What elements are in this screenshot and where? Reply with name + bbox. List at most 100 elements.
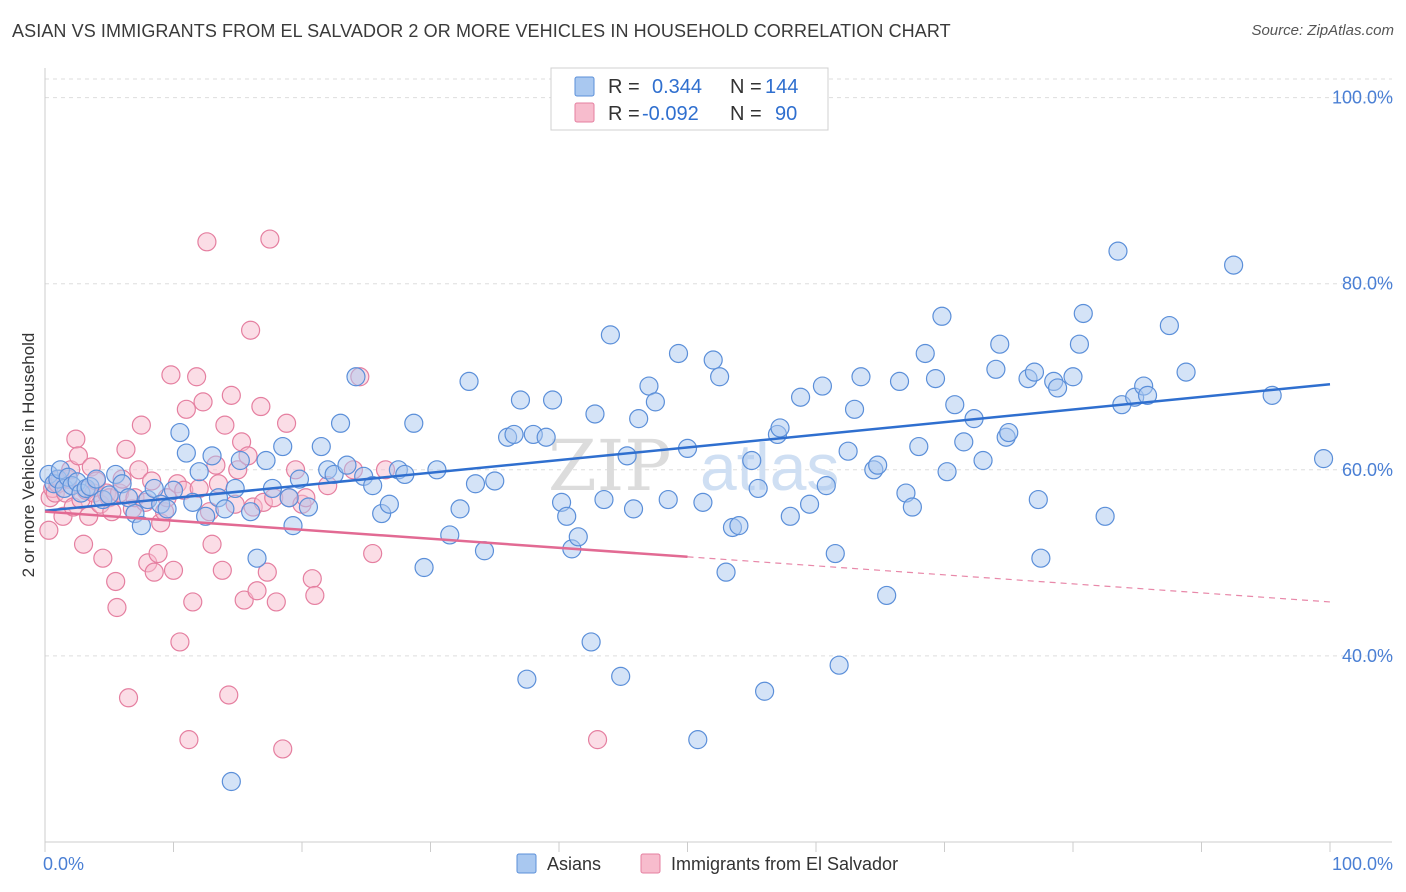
- asian-point: [465, 474, 486, 494]
- el-salvador-point: [66, 429, 86, 449]
- asian-point: [283, 516, 303, 536]
- asian-point: [1137, 385, 1158, 405]
- asian-point: [973, 450, 993, 471]
- el-salvador-point: [247, 581, 267, 601]
- asian-point: [925, 369, 946, 389]
- stats-legend: R = 0.344 N = 144 R = -0.092 N = 90: [550, 67, 829, 131]
- asian-point: [459, 371, 479, 392]
- el-salvador-point: [260, 229, 280, 249]
- asian-point: [1073, 303, 1093, 324]
- el-salvador-point: [163, 560, 184, 580]
- axis-layer: 0.0% 100.0%: [43, 68, 1393, 874]
- x-tick-label: 100.0%: [1332, 854, 1393, 874]
- asian-point: [298, 497, 319, 517]
- salv-r-label: R =: [608, 103, 640, 125]
- asian-point: [716, 562, 736, 582]
- el-salvador-point: [234, 590, 254, 610]
- el-salvador-point: [106, 571, 126, 592]
- salv-trend-line-dashed: [687, 556, 1331, 603]
- asian-point: [215, 499, 235, 519]
- bottom-legend-salv-swatch: [640, 853, 661, 874]
- asian-point: [427, 460, 447, 480]
- el-salvador-point: [39, 520, 59, 540]
- asian-point: [703, 350, 723, 370]
- asian-point: [1028, 489, 1048, 510]
- asian-point: [937, 462, 957, 482]
- asian-point: [688, 730, 708, 750]
- asian-n-value: 144: [765, 76, 798, 98]
- el-salvador-point: [251, 396, 271, 417]
- asian-point: [909, 436, 929, 457]
- el-salvador-point: [170, 632, 190, 652]
- asian-point: [629, 409, 649, 429]
- bottom-legend-salv-label: Immigrants from El Salvador: [671, 854, 898, 874]
- bottom-legend: Asians Immigrants from El Salvador: [516, 853, 898, 874]
- watermark-atlas: atlas: [700, 430, 839, 504]
- asian-point: [1159, 315, 1179, 336]
- asian-trend-line: [44, 382, 1331, 512]
- el-salvador-point: [221, 385, 241, 405]
- asian-point: [485, 471, 505, 491]
- asian-point: [1095, 506, 1115, 526]
- el-salvador-point: [183, 592, 203, 612]
- asian-point: [915, 343, 935, 364]
- asian-point: [581, 632, 601, 652]
- asian-point: [86, 469, 107, 489]
- el-salvador-point: [197, 232, 217, 252]
- asian-point: [945, 395, 965, 415]
- asian-point: [829, 655, 849, 675]
- el-salvador-point: [116, 439, 136, 459]
- asian-point: [247, 548, 267, 568]
- asian-point: [568, 527, 588, 547]
- el-salvador-point: [219, 685, 239, 705]
- asian-point: [196, 506, 216, 526]
- asian-point: [346, 367, 366, 387]
- asian-point: [557, 506, 577, 526]
- asian-point: [710, 367, 730, 387]
- asian-point: [816, 476, 836, 496]
- el-salvador-point: [161, 365, 181, 385]
- asian-point: [414, 557, 434, 578]
- el-salvador-point: [193, 392, 213, 412]
- asian-point: [330, 413, 351, 433]
- asian-point: [1031, 548, 1051, 568]
- asian-point: [1313, 449, 1334, 469]
- el-salvador-point: [273, 739, 293, 759]
- asian-point: [902, 497, 922, 517]
- asian-point: [337, 455, 357, 475]
- asian-point: [754, 681, 775, 701]
- asian-point: [504, 424, 524, 445]
- salv-n-value: 90: [775, 103, 797, 125]
- asian-point: [812, 376, 833, 396]
- asian-point: [221, 771, 241, 792]
- el-salvador-point: [129, 460, 149, 480]
- asian-point: [617, 446, 637, 466]
- asian-point: [877, 585, 897, 606]
- bottom-legend-asians-label: Asians: [547, 854, 601, 874]
- el-salvador-point: [93, 548, 113, 568]
- asian-point: [851, 367, 871, 387]
- el-salvador-point: [68, 446, 89, 466]
- asian-point: [844, 399, 865, 419]
- el-salvador-point: [118, 688, 139, 708]
- y-tick-label: 60.0%: [1342, 460, 1393, 480]
- asian-point: [594, 489, 614, 510]
- asian-r-value: 0.344: [652, 76, 702, 98]
- el-salvador-point: [107, 597, 127, 618]
- asian-point: [311, 436, 331, 457]
- asian-point: [1224, 255, 1244, 275]
- asian-point: [517, 669, 537, 689]
- el-salvador-point: [305, 585, 325, 606]
- asian-n-label: N =: [730, 76, 762, 98]
- asian-point: [170, 422, 190, 443]
- asian-point: [838, 441, 858, 461]
- asian-point: [889, 371, 910, 392]
- asian-point: [742, 450, 762, 471]
- salv-legend-swatch: [574, 102, 595, 123]
- asian-point: [990, 334, 1010, 354]
- asian-point: [241, 502, 261, 522]
- el-salvador-point: [276, 413, 297, 433]
- el-salvador-point: [73, 534, 94, 554]
- asian-point: [202, 446, 222, 466]
- asian-point: [1108, 241, 1128, 261]
